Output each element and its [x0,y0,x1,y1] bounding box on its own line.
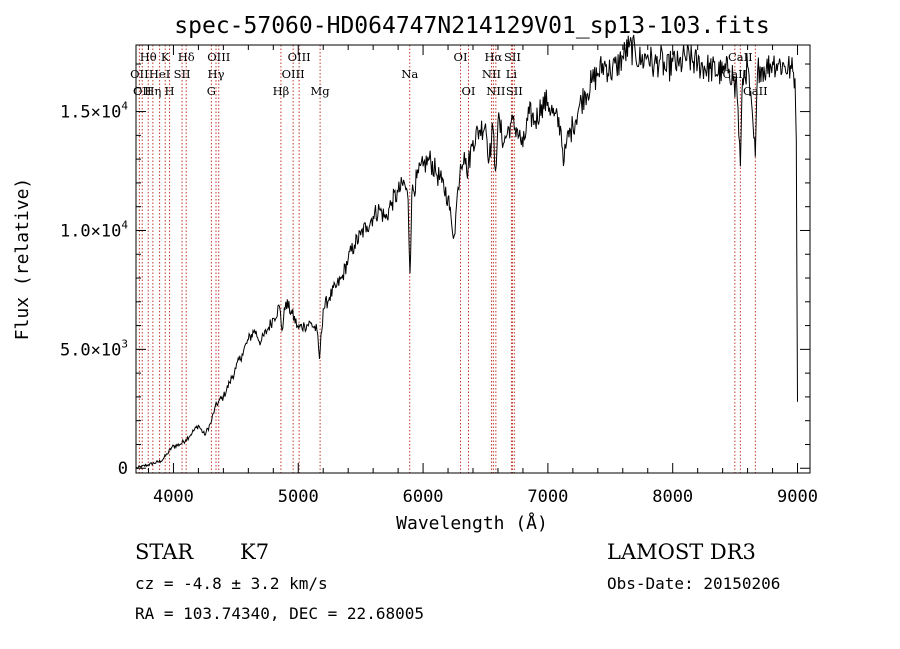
spectral-line-label: Hθ [140,50,157,64]
sky-coordinates: RA = 103.74340, DEC = 22.68005 [135,604,424,623]
y-tick-label-exponent: 3 [121,337,128,350]
y-tick-label-base: 1.0×10 [60,221,121,241]
spectral-line-label: OIII [207,50,230,64]
x-tick-label: 6000 [403,487,444,507]
chart-title: spec-57060-HD064747N214129V01_sp13-103.f… [174,13,769,39]
spectral-line-markers [138,45,756,473]
spectral-line-label: CaII [743,84,768,98]
spectral-line-label: OIII [288,50,311,64]
spectral-line-label: NII [482,67,501,81]
spectral-line-label: SII [504,50,521,64]
y-tick-label: 1.0×104 [60,218,128,241]
spectral-line-label: HeI [149,67,170,81]
spectral-line-label: NII [486,84,505,98]
spectral-line-label: CaII [728,50,753,64]
spectral-line-label: OII [130,67,149,81]
spectral-line-label: Na [401,67,418,81]
spectral-line-label: Hγ [208,67,225,81]
object-class: STAR [135,540,194,564]
spectral-line-label: Mg [311,84,331,98]
y-tick-label-base: 5.0×10 [60,340,121,360]
survey-name: LAMOST DR3 [607,540,756,564]
plot-frame [135,44,811,474]
x-tick-label: 7000 [527,487,568,507]
spectral-line-label: SII [174,67,191,81]
spectral-line-label: K [161,50,170,64]
spectral-line-label: OI [454,50,468,64]
x-axis-title: Wavelength (Å) [396,512,548,534]
y-axis-title: Flux (relative) [12,178,33,341]
spectral-line-labels: OIIOIIHθHηHeIKHSIIHδGHγOIIIHβOIIIOIIIMgN… [130,50,768,98]
redshift-velocity: cz = -4.8 ± 3.2 km/s [135,574,328,593]
spectral-line-label: OIII [282,67,305,81]
x-tick-label: 5000 [278,487,319,507]
spectral-line-label: Hη [144,84,161,98]
y-tick-label: 0 [118,459,128,479]
spectrum-chart: OIIOIIHθHηHeIKHSIIHδGHγOIIIHβOIIIOIIIMgN… [12,13,818,534]
y-tick-label: 5.0×103 [60,337,128,360]
y-tick-label-base: 0 [118,459,128,479]
spectral-line-label: G [207,84,216,98]
spectral-line-label: Hβ [273,84,290,98]
spectral-line-label: OI [462,84,476,98]
y-tick-label: 1.5×104 [60,100,128,123]
spectral-line-label: Li [506,67,518,81]
x-tick-label: 9000 [777,487,818,507]
spectral-line-label: Hα [484,50,502,64]
spectral-line-label: H [165,84,175,98]
x-tick-label: 8000 [652,487,693,507]
y-tick-label-exponent: 4 [121,218,128,231]
y-tick-label-base: 1.5×10 [60,103,121,123]
y-tick-label-exponent: 4 [121,100,128,113]
object-subclass: K7 [240,540,270,564]
spectral-line-label: Hδ [178,50,195,64]
x-tick-label: 4000 [153,487,194,507]
spectrum-series-line [135,34,798,470]
x-axis: 4000 5000 6000 7000 8000 9000 [147,45,818,507]
spectral-line-label: SII [506,84,523,98]
observation-date: Obs-Date: 20150206 [607,574,781,593]
